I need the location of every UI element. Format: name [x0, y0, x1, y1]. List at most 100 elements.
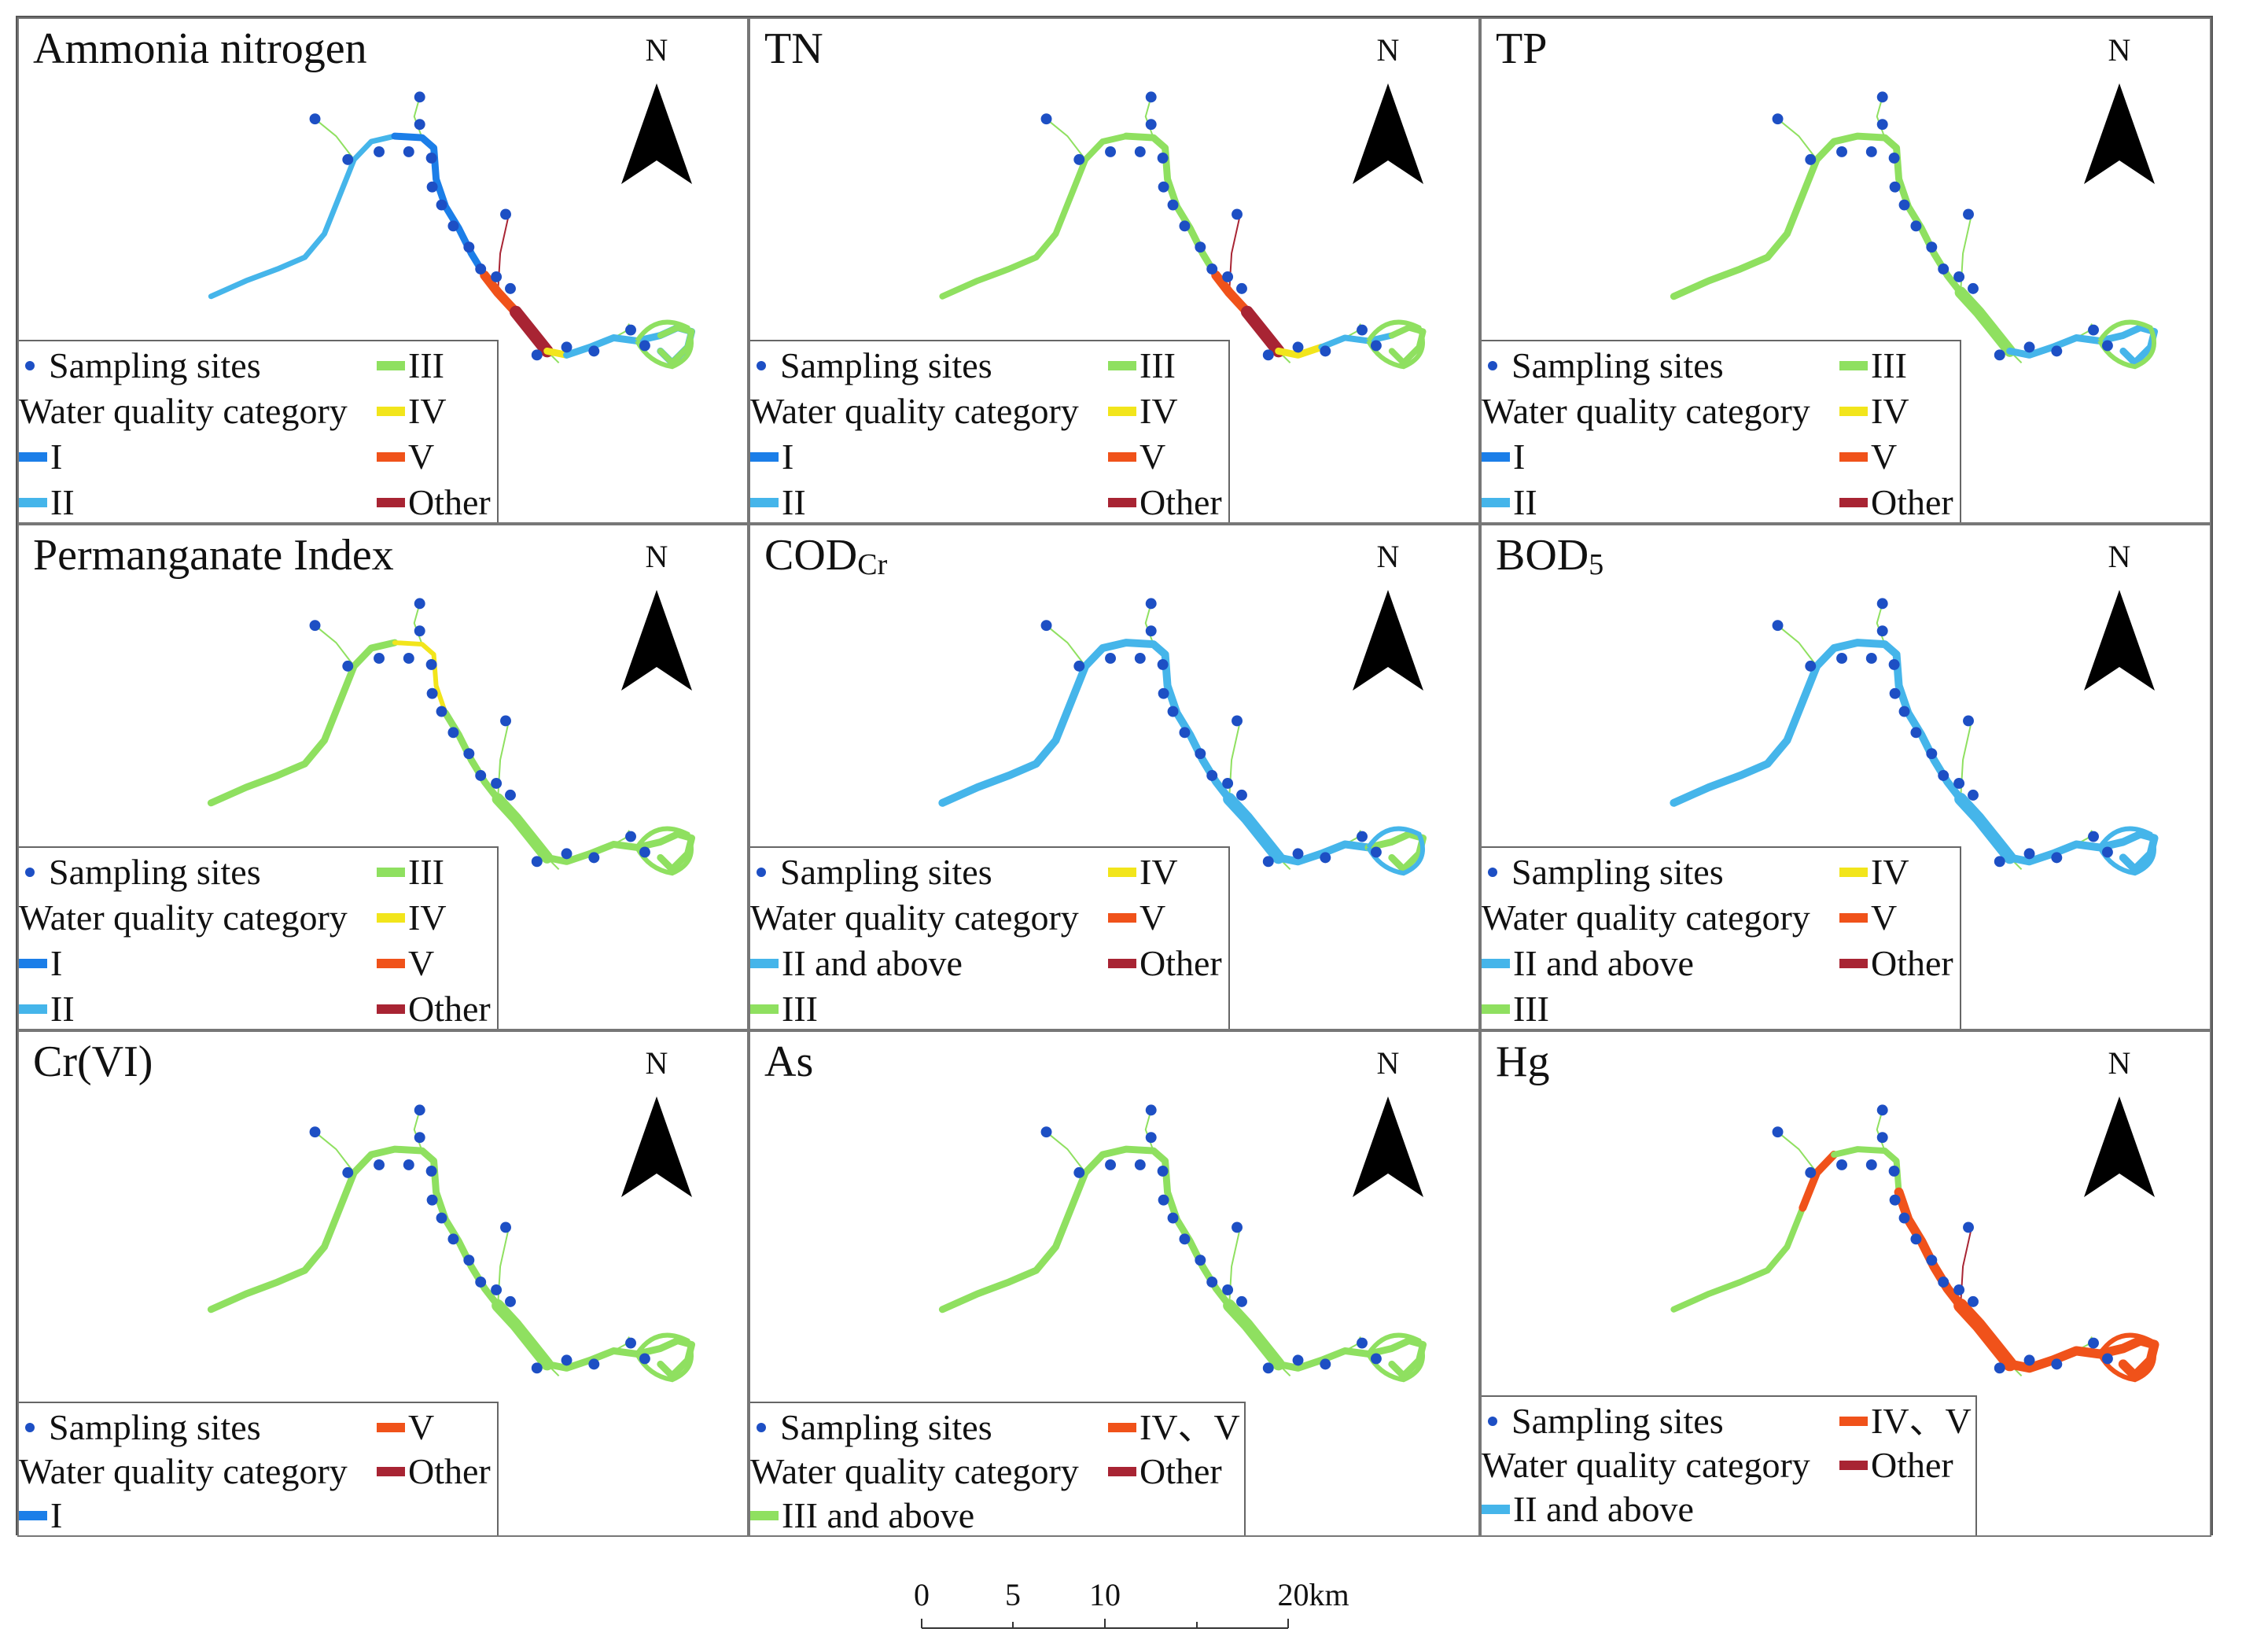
sampling-site-marker: [447, 1233, 459, 1245]
legend-label: I: [1513, 437, 1526, 477]
sampling-site-marker: [1865, 1159, 1877, 1170]
sampling-site-marker: [447, 727, 459, 739]
panel-title-text: TP: [1496, 24, 1548, 73]
sampling-site-marker: [639, 846, 650, 858]
sampling-site-marker: [1157, 658, 1169, 670]
scale-label-20km: 20km: [1277, 1577, 1349, 1612]
sampling-site-marker: [414, 1132, 425, 1144]
sampling-site-marker: [531, 1362, 543, 1374]
panel-title-text: BOD: [1496, 531, 1589, 580]
legend-label: Water quality category: [750, 391, 1079, 431]
sampling-site-marker: [1157, 152, 1169, 164]
sampling-site-marker: [403, 146, 414, 157]
sampling-site-marker: [1370, 846, 1382, 858]
map-panel-8: As N Sampling sites Water quality category I…: [749, 1030, 1480, 1537]
panel-title-text: COD: [764, 531, 858, 580]
sampling-site-marker: [436, 706, 447, 717]
panel-title-text: Cr(VI): [33, 1037, 153, 1086]
sampling-site-marker: [1370, 340, 1382, 352]
panel-title-text: As: [764, 1037, 814, 1086]
sampling-site-marker: [1320, 345, 1331, 357]
sampling-site-marker: [1179, 1233, 1191, 1245]
north-arrow-icon: [2084, 590, 2155, 691]
legend-label: Water quality category: [19, 897, 348, 938]
panel-title: Cr(VI): [33, 1040, 153, 1084]
legend-label: III: [408, 345, 444, 385]
legend-label: II and above: [782, 943, 963, 983]
legend-item-i: I: [19, 945, 62, 982]
sampling-site-marker: [1938, 770, 1950, 781]
sampling-site-marker: [505, 1295, 516, 1307]
sampling-site-marker: [1222, 1284, 1234, 1295]
legend-label: IV: [1871, 852, 1909, 892]
river-map: [939, 91, 1427, 370]
legend-label: IV: [1871, 391, 1909, 431]
sampling-site-marker: [1938, 1277, 1950, 1288]
legend-label: Water quality category: [1482, 391, 1810, 431]
legend-sampling-sites: Sampling sites: [1482, 1403, 1724, 1439]
legend-item-other: Other: [377, 1454, 491, 1490]
river-segment-other: [1240, 305, 1285, 358]
legend-swatch: [1108, 361, 1136, 370]
legend-label: II and above: [1513, 943, 1694, 983]
tributary-line: [1144, 603, 1154, 645]
legend-swatch: [750, 498, 779, 507]
sampling-site-marker: [625, 831, 636, 842]
legend-label: Water quality category: [19, 1451, 348, 1491]
tributary-line: [1144, 1110, 1154, 1151]
legend-sampling-sites: Sampling sites: [19, 854, 261, 890]
sampling-site-marker: [1292, 848, 1304, 860]
legend: Sampling sites Water quality category I II I…: [750, 340, 1230, 522]
legend-label: Water quality category: [750, 1451, 1079, 1491]
river-segment-ii: [1274, 840, 1372, 866]
sampling-site-marker: [1040, 620, 1052, 632]
legend-item-i: I: [19, 439, 62, 475]
legend-item-v: V: [1108, 439, 1165, 475]
sampling-site-marker: [342, 1166, 354, 1178]
sampling-site-icon: [25, 868, 35, 877]
legend-item-iii: III: [377, 348, 444, 384]
legend: Sampling sites Water quality category I II I…: [19, 340, 499, 522]
river-segment-v: [1799, 1151, 1839, 1212]
north-arrow: N: [2084, 541, 2155, 691]
sampling-site-marker: [491, 777, 503, 789]
sampling-site-marker: [1926, 241, 1938, 253]
legend-swatch: [1839, 407, 1868, 416]
sampling-site-marker: [1262, 1362, 1274, 1374]
legend-category-heading: Water quality category: [19, 900, 348, 936]
sampling-site-marker: [1888, 1165, 1900, 1177]
legend: Sampling sites Water quality category II a…: [750, 846, 1230, 1029]
legend-swatch: [1839, 1461, 1868, 1470]
sampling-site-marker: [1357, 831, 1368, 842]
legend-sampling-sites: Sampling sites: [19, 348, 261, 384]
tributary-line: [1045, 625, 1087, 667]
sampling-site-marker: [1772, 113, 1784, 125]
tributary-line: [1776, 625, 1818, 667]
north-arrow: N: [1353, 1048, 1423, 1197]
sampling-site-marker: [561, 1354, 573, 1366]
legend-sampling-sites: Sampling sites: [750, 348, 992, 384]
legend-swatch: [1482, 452, 1510, 462]
legend-item-iv: IV: [1108, 854, 1178, 890]
legend-swatch: [19, 1004, 47, 1014]
sampling-site-marker: [436, 1212, 447, 1224]
map-figure: Ammonia nitrogen N Sampling sites Water qua…: [16, 16, 2213, 1537]
scale-label-5: 5: [1005, 1577, 1021, 1612]
legend-swatch: [377, 361, 405, 370]
legend-swatch: [1482, 1505, 1510, 1514]
river-map: [1670, 91, 2159, 370]
legend-item-v: V: [1839, 439, 1897, 475]
sampling-site-marker: [1232, 1221, 1243, 1233]
legend-category-heading: Water quality category: [750, 393, 1079, 429]
sampling-site-marker: [1206, 263, 1218, 275]
legend: Sampling sites Water quality category II a…: [1482, 846, 1961, 1029]
legend-swatch: [1839, 959, 1868, 968]
legend-label: III: [1513, 989, 1549, 1029]
legend: Sampling sites Water quality category II a…: [1482, 1395, 1977, 1535]
north-arrow-icon: [1353, 83, 1423, 184]
legend-label: Water quality category: [1482, 1445, 1810, 1485]
legend-item-ii: II: [1482, 485, 1537, 521]
legend-item-v: IV、V: [1108, 1409, 1240, 1446]
sampling-site-marker: [342, 153, 354, 165]
sampling-site-marker: [414, 91, 425, 103]
